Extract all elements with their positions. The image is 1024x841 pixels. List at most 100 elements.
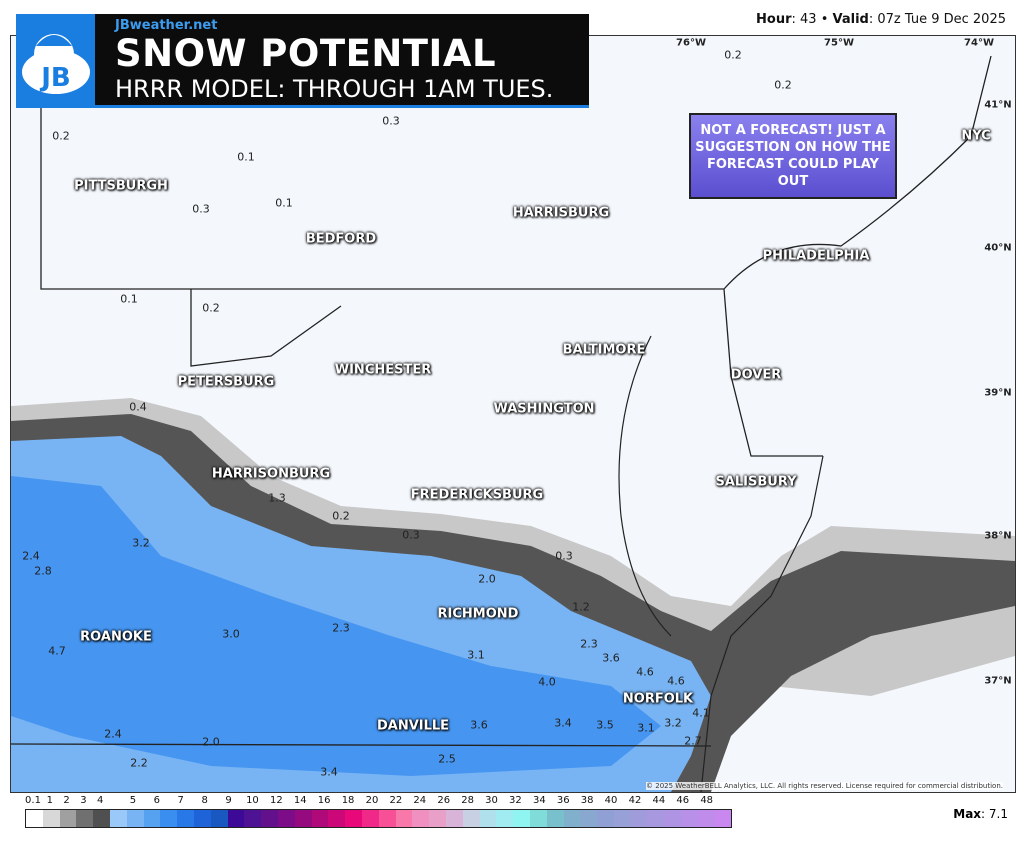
snow-amount-label: 4.6	[667, 674, 685, 688]
colorbar-label: 34	[532, 795, 546, 806]
disclaimer-note: NOT A FORECAST! JUST A SUGGESTION ON HOW…	[689, 113, 897, 199]
colorbar-swatch	[429, 810, 446, 827]
snow-amount-label: 0.3	[382, 114, 400, 128]
colorbar-swatch	[714, 810, 732, 827]
cloud-umbrella-icon: JB	[22, 34, 90, 94]
colorbar-label: 12	[269, 795, 283, 806]
colorbar-swatch	[462, 810, 480, 827]
site-name: JBweather.net	[115, 18, 218, 33]
colorbar-label: 46	[676, 795, 690, 806]
colorbar-label: 22	[389, 795, 403, 806]
snow-amount-label: 0.1	[120, 292, 138, 306]
colorbar-label: 28	[461, 795, 474, 806]
snow-amount-label: 3.6	[602, 651, 620, 665]
grid-label: 75°W	[824, 37, 854, 49]
colorbar-swatch	[529, 810, 547, 827]
snow-amount-label: 2.7	[684, 734, 702, 748]
colorbar-label: 16	[317, 795, 331, 806]
colorbar-swatch	[177, 810, 194, 827]
colorbar-swatch	[277, 810, 295, 827]
colorbar-label: 48	[700, 795, 714, 806]
colorbar-swatch	[513, 810, 530, 827]
colorbar-swatch	[126, 810, 144, 827]
valid-label: Valid	[832, 12, 869, 27]
grid-label: 40°N	[984, 242, 1012, 254]
colorbar-label: 7	[177, 795, 184, 806]
colorbar-swatch	[395, 810, 413, 827]
colorbar-label: 3	[80, 795, 87, 806]
snow-amount-label: 3.6	[470, 718, 488, 732]
colorbar-swatch	[664, 810, 682, 827]
colorbar-swatch	[546, 810, 564, 827]
colorbar-swatch	[479, 810, 497, 827]
snow-amount-label: 3.2	[664, 716, 682, 730]
colorbar-label: 8	[201, 795, 208, 806]
svg-text:JB: JB	[39, 63, 71, 93]
colorbar-swatch	[244, 810, 262, 827]
colorbar-swatch	[26, 810, 43, 827]
snow-amount-label: 4.7	[48, 644, 66, 658]
colorbar-swatch	[412, 810, 430, 827]
colorbar-label: 5	[129, 795, 137, 806]
colorbar-label: 0.1	[25, 795, 41, 806]
state-borders	[11, 36, 992, 747]
hour-value: 43	[800, 12, 817, 27]
snow-amount-label: 0.2	[724, 48, 742, 62]
snow-amount-label: 4.6	[636, 665, 654, 679]
colorbar-swatch	[378, 810, 396, 827]
colorbar-swatch	[597, 810, 614, 827]
snow-amount-label: 3.2	[132, 536, 150, 550]
colorbar-label: 14	[293, 795, 307, 806]
colorbar-label: 44	[652, 795, 666, 806]
colorbar-label: 42	[628, 795, 642, 806]
city-label-roanoke: ROANOKE	[80, 629, 152, 645]
city-label-harrisburg: HARRISBURG	[512, 205, 610, 221]
map-shading	[11, 36, 1015, 792]
snow-amount-label: 2.2	[130, 756, 148, 770]
snow-amount-label: 3.1	[467, 648, 485, 662]
snow-amount-label: 0.2	[52, 129, 70, 143]
colorbar-swatch	[580, 810, 598, 827]
snow-amount-label: 0.3	[402, 528, 420, 542]
colorbar-swatch	[160, 810, 178, 827]
city-label-petersburg: PETERSBURG	[177, 374, 275, 390]
colorbar-label: 24	[413, 795, 427, 806]
snow-amount-label: 2.0	[478, 572, 496, 586]
city-label-harrisonburg: HARRISONBURG	[211, 466, 331, 482]
colorbar-label: 30	[485, 795, 498, 806]
colorbar-swatch	[210, 810, 228, 827]
jb-logo: JB	[16, 14, 95, 105]
city-label-washington: WASHINGTON	[493, 401, 595, 417]
colorbar-swatch	[681, 810, 698, 827]
snow-amount-label: 2.3	[580, 637, 598, 651]
colorbar-swatch	[143, 810, 161, 827]
snow-amount-label: 2.3	[332, 621, 350, 635]
valid-time: Hour: 43 • Valid: 07z Tue 9 Dec 2025	[756, 12, 1006, 27]
max-label: Max	[953, 807, 982, 821]
city-label-bedford: BEDFORD	[305, 231, 377, 247]
colorbar-swatch	[445, 810, 463, 827]
colorbar-label: 26	[437, 795, 451, 806]
colorbar-swatch	[563, 810, 581, 827]
city-label-baltimore: BALTIMORE	[562, 342, 646, 358]
darker-blue-snow-area	[11, 476, 661, 776]
colorbar-label: 2	[63, 795, 70, 806]
colorbar-swatch	[109, 810, 127, 827]
snow-amount-label: 3.4	[554, 716, 572, 730]
grid-label: 74°W	[964, 37, 994, 49]
grid-label: 38°N	[984, 530, 1012, 542]
grid-label: 39°N	[984, 387, 1012, 399]
city-label-dover: DOVER	[730, 367, 782, 383]
snow-amount-label: 0.2	[332, 509, 350, 523]
colorbar-swatch	[613, 810, 631, 827]
colorbar-label: 6	[153, 795, 160, 806]
max-value: Max: 7.1	[953, 807, 1008, 821]
colorbar-swatch	[361, 810, 379, 827]
snow-amount-label: 0.3	[555, 549, 573, 563]
colorbar-swatch	[193, 810, 211, 827]
city-label-norfolk: NORFOLK	[622, 691, 694, 707]
colorbar	[25, 809, 733, 828]
colorbar-swatch	[697, 810, 715, 827]
snow-amount-label: 2.4	[22, 549, 40, 563]
title-banner: JB JBweather.net SNOW POTENTIAL HRRR MOD…	[16, 14, 589, 108]
